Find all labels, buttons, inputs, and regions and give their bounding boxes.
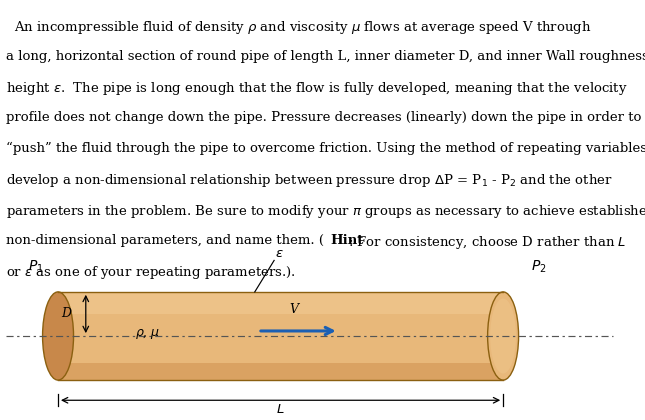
Text: V: V bbox=[289, 303, 298, 316]
Text: “push” the fluid through the pipe to overcome friction. Using the method of repe: “push” the fluid through the pipe to ove… bbox=[6, 142, 645, 155]
Text: $P_2$: $P_2$ bbox=[531, 259, 546, 275]
Text: : For consistency, choose D rather than $L$: : For consistency, choose D rather than … bbox=[348, 234, 627, 250]
Text: $L$: $L$ bbox=[276, 403, 285, 416]
Text: $P_1$: $P_1$ bbox=[28, 259, 43, 275]
Text: $\varepsilon$: $\varepsilon$ bbox=[275, 247, 284, 260]
Text: Hint: Hint bbox=[330, 234, 364, 247]
Text: $\rho$, $\mu$: $\rho$, $\mu$ bbox=[135, 327, 161, 341]
Text: parameters in the problem. Be sure to modify your $\pi$ groups as necessary to a: parameters in the problem. Be sure to mo… bbox=[6, 203, 645, 220]
Text: or $\varepsilon$ as one of your repeating parameters.).: or $\varepsilon$ as one of your repeatin… bbox=[6, 264, 296, 281]
Text: profile does not change down the pipe. Pressure decreases (linearly) down the pi: profile does not change down the pipe. P… bbox=[6, 111, 642, 124]
Text: develop a non-dimensional relationship between pressure drop $\Delta$P = P$_1$ -: develop a non-dimensional relationship b… bbox=[6, 172, 613, 189]
Bar bbox=[58, 363, 503, 380]
Bar bbox=[58, 293, 503, 314]
Ellipse shape bbox=[43, 292, 74, 380]
Text: D: D bbox=[61, 307, 72, 320]
Ellipse shape bbox=[488, 292, 519, 380]
Text: a long, horizontal section of round pipe of length L, inner diameter D, and inne: a long, horizontal section of round pipe… bbox=[6, 50, 645, 63]
Bar bbox=[58, 292, 503, 380]
Ellipse shape bbox=[490, 299, 516, 373]
Text: height $\varepsilon$.  The pipe is long enough that the flow is fully developed,: height $\varepsilon$. The pipe is long e… bbox=[6, 80, 628, 97]
Text: An incompressible fluid of density $\rho$ and viscosity $\mu$ flows at average s: An incompressible fluid of density $\rho… bbox=[6, 19, 592, 36]
Text: non-dimensional parameters, and name them. (: non-dimensional parameters, and name the… bbox=[6, 234, 324, 247]
